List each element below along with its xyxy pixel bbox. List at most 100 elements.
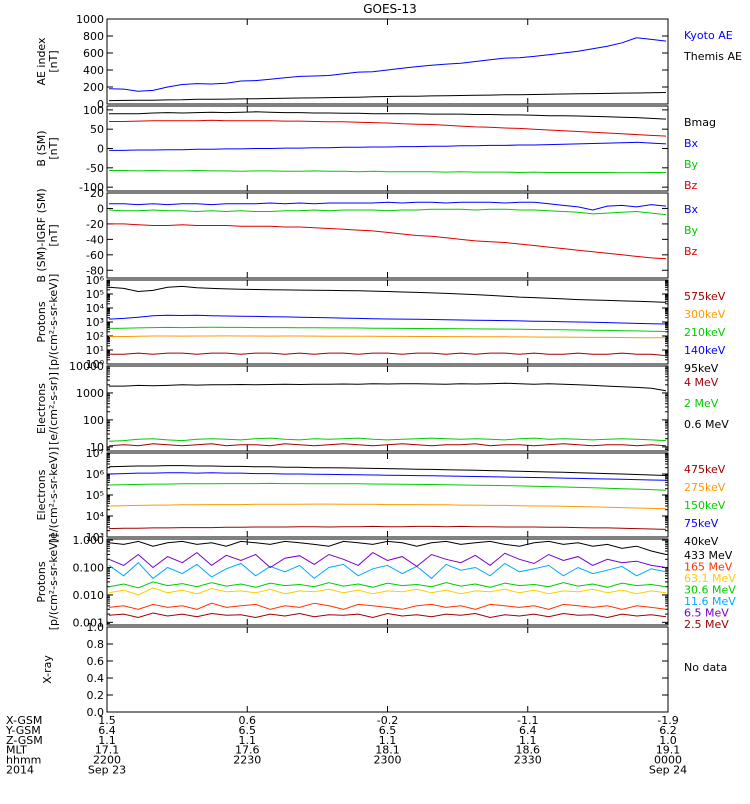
panel-4-ytick-label: 10⁰: [86, 358, 105, 371]
ephemeris-value: 18.6: [516, 744, 541, 757]
ephemeris-value: 17.6: [235, 744, 260, 757]
panel-2-ytick-label: -100: [79, 181, 104, 194]
panel-7-ylabel: Protons: [35, 561, 48, 602]
ephemeris-value: 0.6: [239, 714, 257, 727]
panel-1-ylabel: [nT]: [47, 50, 60, 72]
series-line-150kev: [108, 482, 667, 491]
ephemeris-value: 1.0: [659, 734, 677, 747]
panel-4-ylabel: [p/(cm²-s-sr-keV)]: [47, 274, 60, 371]
panel-8-ytick-label: 0.6: [87, 655, 105, 668]
series-line-by: [108, 208, 667, 216]
series-line-0-6-mev: [109, 382, 667, 392]
panel-5-ylabel: Electrons: [35, 383, 48, 434]
legend-label-63-1-mev: 63.1 MeV: [684, 572, 736, 585]
panel-4-ytick-label: 10⁵: [86, 288, 104, 301]
legend-label-95kev: 95keV: [684, 362, 719, 375]
panel-4-ytick-label: 10⁶: [86, 274, 105, 287]
legend-label-bz: Bz: [684, 245, 698, 258]
panel-2-ylabel: B (SM): [35, 130, 48, 166]
legend-label-433-mev: 433 MeV: [684, 549, 733, 562]
series-line-40kev: [108, 465, 667, 476]
panel-8-ytick-label: 1.0: [87, 621, 105, 634]
panel-6-ytick-label: 10³: [86, 531, 104, 544]
legend-label-themis-ae: Themis AE: [683, 50, 742, 63]
series-line-475kev: [108, 525, 667, 530]
legend-label-140kev: 140keV: [684, 344, 726, 357]
ephemeris-row-label: X-GSM: [6, 714, 42, 727]
panel-3-ytick-label: 0: [97, 202, 104, 215]
panel-1-ytick-label: 800: [83, 30, 104, 43]
panel-5-ytick-label: 10: [90, 441, 104, 454]
panel-2-ytick-label: 0: [97, 143, 104, 156]
panel-5-ytick-label: 100: [83, 414, 104, 427]
panel-5-ytick-label: 10000: [69, 360, 104, 373]
legend-label-275kev: 275keV: [684, 481, 726, 494]
ephemeris-value: 6.4: [519, 724, 537, 737]
ephemeris-value: Sep 23: [88, 764, 126, 777]
panel-7-ytick-label: 0.100: [73, 562, 105, 575]
legend-label-300kev: 300keV: [684, 308, 726, 321]
legend-label-4-mev: 4 MeV: [684, 376, 719, 389]
panel-7-ylabel: [p/(cm²-s-sr-keV)]: [47, 534, 60, 631]
series-line-2-5-mev: [108, 612, 667, 619]
series-line-275kev: [108, 503, 667, 510]
legend-label-40kev: 40keV: [684, 535, 719, 548]
series-line-11-6-mev: [108, 562, 667, 580]
panel-1-frame: [106, 18, 669, 105]
ephemeris-value: 0000: [654, 754, 682, 767]
series-line-95kev: [108, 285, 667, 303]
ephemeris-value: 1.1: [239, 734, 257, 747]
legend-label-575kev: 575keV: [684, 290, 726, 303]
legend-label-by: By: [684, 224, 699, 237]
panel-7-ytick-label: 1.000: [73, 534, 105, 547]
series-line-75kev: [108, 472, 667, 481]
ephemeris-value: 2300: [374, 754, 402, 767]
series-line-4-mev: [108, 443, 667, 447]
series-line-30-6-mev: [108, 581, 667, 589]
ephemeris-value: 19.1: [656, 744, 681, 757]
panel-1-ytick-label: 600: [83, 47, 104, 60]
panel-8-ylabel: X-ray: [41, 655, 54, 684]
panel-8-ytick-label: 0.0: [87, 706, 105, 719]
panel-8-ytick-label: 0.4: [87, 672, 105, 685]
ephemeris-value: 17.1: [95, 744, 120, 757]
panel-1-ytick-label: 400: [83, 64, 104, 77]
legend-label-150kev: 150keV: [684, 499, 726, 512]
panel-1-ytick-label: 200: [83, 81, 104, 94]
ephemeris-value: 2230: [233, 754, 261, 767]
panel-3-ytick-label: 20: [90, 187, 104, 200]
panel-2-ylabel: [nT]: [47, 137, 60, 159]
ephemeris-value: -0.2: [377, 714, 398, 727]
series-line-bx: [109, 141, 667, 151]
ephemeris-value: -1.9: [657, 714, 678, 727]
ephemeris-value: 2330: [514, 754, 542, 767]
panel-2-ytick-label: 50: [90, 123, 104, 136]
series-line-2-mev: [108, 437, 667, 442]
legend-label-2-mev: 2 MeV: [684, 397, 719, 410]
panel-4-ylabel: Protons: [35, 301, 48, 342]
panel-1-ytick-label: 1000: [76, 13, 104, 26]
chart-title: GOES-13: [363, 2, 417, 16]
legend-label-bx: Bx: [684, 137, 699, 150]
legend-label-165-mev: 165 MeV: [684, 561, 733, 574]
legend-label-75kev: 75keV: [684, 517, 719, 530]
panel-4-ytick-label: 10⁴: [86, 302, 105, 315]
ephemeris-value: 6.5: [239, 724, 257, 737]
panel-4-ytick-label: 10¹: [86, 344, 104, 357]
legend-label-by: By: [684, 158, 699, 171]
panel-5-ytick-label: 1000: [76, 387, 104, 400]
ephemeris-value: 6.2: [659, 724, 677, 737]
panel-1-ylabel: AE index: [35, 37, 48, 86]
panel-6-ytick-label: 10⁴: [86, 510, 105, 523]
legend-label-2-5-mev: 2.5 MeV: [684, 618, 729, 631]
series-line-575kev: [109, 352, 667, 357]
series-line-300kev: [108, 335, 667, 339]
ephemeris-value: 6.4: [98, 724, 116, 737]
series-line-165-mev: [108, 602, 667, 610]
series-line-bz: [109, 119, 667, 137]
panel-3-ytick-label: -20: [86, 218, 104, 231]
panel-6-ylabel: [e/(cm²-s-sr-keV)]: [47, 447, 60, 543]
ephemeris-value: 18.1: [375, 744, 400, 757]
